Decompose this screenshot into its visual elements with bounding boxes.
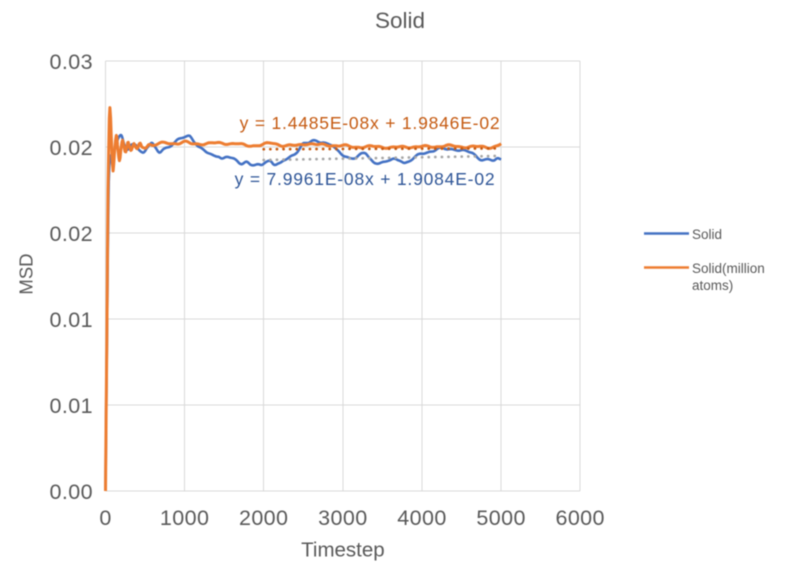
svg-text:y = 7.9961E-08x + 1.9084E-02: y = 7.9961E-08x + 1.9084E-02 (235, 169, 496, 189)
svg-text:y = 1.4485E-08x + 1.9846E-02: y = 1.4485E-08x + 1.9846E-02 (240, 113, 501, 133)
svg-text:4000: 4000 (397, 506, 446, 530)
svg-text:0.01: 0.01 (50, 308, 93, 332)
svg-text:0.02: 0.02 (50, 136, 93, 160)
svg-text:0.02: 0.02 (50, 222, 93, 246)
svg-text:6000: 6000 (555, 506, 604, 530)
svg-text:0.01: 0.01 (50, 394, 93, 418)
svg-text:2000: 2000 (239, 506, 288, 530)
svg-text:Solid(million: Solid(million (692, 261, 765, 276)
svg-text:5000: 5000 (476, 506, 525, 530)
svg-text:Solid: Solid (375, 8, 425, 33)
svg-text:atoms): atoms) (692, 278, 733, 293)
svg-text:3000: 3000 (318, 506, 367, 530)
svg-text:1000: 1000 (160, 506, 209, 530)
svg-text:0: 0 (99, 506, 111, 530)
svg-text:0.00: 0.00 (50, 480, 93, 504)
svg-text:Solid: Solid (692, 227, 722, 242)
svg-text:MSD: MSD (16, 253, 37, 294)
svg-text:Timestep: Timestep (301, 539, 385, 562)
svg-text:0.03: 0.03 (50, 50, 93, 74)
